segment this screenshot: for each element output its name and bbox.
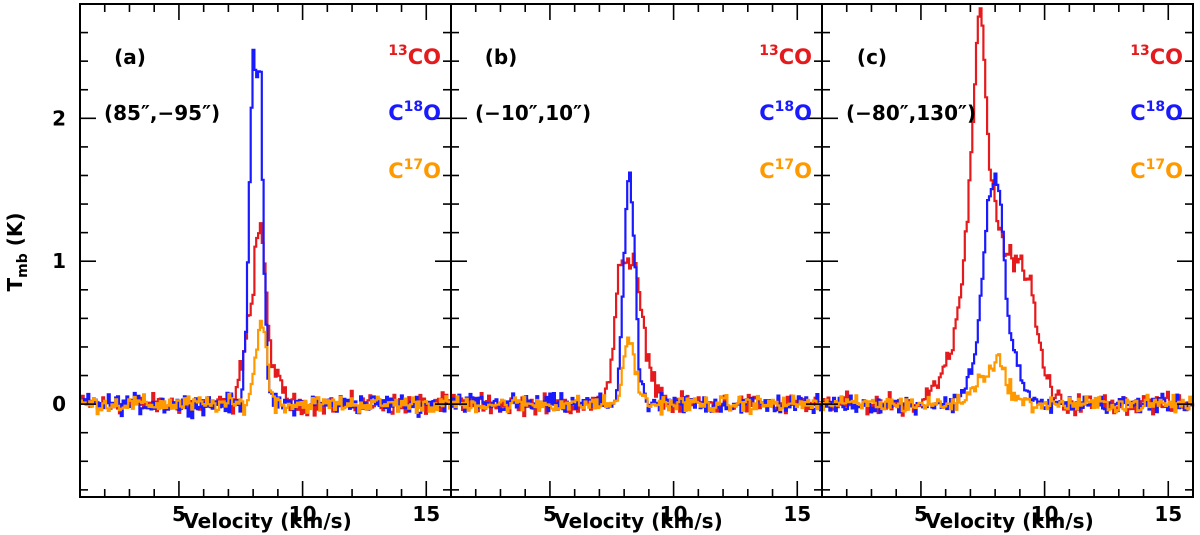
panel-label: (c) bbox=[857, 45, 887, 69]
spectrum-line-c18o bbox=[451, 171, 824, 414]
x-tick-label: 15 bbox=[412, 502, 440, 526]
x-tick-label: 5 bbox=[543, 502, 557, 526]
spectrum-line-c17o bbox=[822, 353, 1195, 414]
x-tick-label: 15 bbox=[783, 502, 811, 526]
spectrum-line-13co bbox=[822, 7, 1195, 417]
panel-label: (a) bbox=[114, 45, 146, 69]
legend-entry-c18o: C18O bbox=[1130, 99, 1183, 125]
legend-entry-c17o: C17O bbox=[759, 157, 812, 183]
panel-b: 5 10 15 Velocity (km/s) (b) (−10″,10″) 13CO C18… bbox=[450, 3, 824, 533]
axis-frame bbox=[79, 3, 452, 498]
x-axis-title: Velocity (km/s) bbox=[925, 509, 1093, 533]
x-tick-label: 10 bbox=[1031, 502, 1059, 526]
y-tick-label: 1 bbox=[52, 249, 66, 273]
spectrum-line-c18o bbox=[822, 172, 1195, 416]
spectrum-line-c18o bbox=[80, 48, 453, 420]
panel-c: 5 10 15 Velocity (km/s) (c) (−80″,130″) 13CO C1… bbox=[821, 3, 1195, 533]
y-tick-label: 0 bbox=[52, 392, 66, 416]
x-tick-label: 5 bbox=[172, 502, 186, 526]
y-axis-title: Tmb (K) bbox=[3, 212, 31, 291]
legend-entry-c17o: C17O bbox=[388, 157, 441, 183]
panel-a: 5 10 15 0 1 2 Velocity (km/s) (a) (85″,−95″) 13CO… bbox=[52, 3, 453, 533]
spectrum-line-c17o bbox=[80, 319, 453, 416]
x-axis-title: Velocity (km/s) bbox=[183, 509, 351, 533]
y-tick-label: 2 bbox=[52, 106, 66, 130]
offset-position-label: (−80″,130″) bbox=[846, 101, 976, 125]
x-tick-label: 10 bbox=[289, 502, 317, 526]
offset-position-label: (−10″,10″) bbox=[475, 101, 591, 125]
legend-entry-c17o: C17O bbox=[1130, 157, 1183, 183]
legend-entry-c18o: C18O bbox=[759, 99, 812, 125]
legend-entry-13co: 13CO bbox=[388, 43, 441, 69]
legend-entry-13co: 13CO bbox=[759, 43, 812, 69]
offset-position-label: (85″,−95″) bbox=[104, 101, 220, 125]
x-tick-label: 5 bbox=[914, 502, 928, 526]
legend-entry-c18o: C18O bbox=[388, 99, 441, 125]
panel-label: (b) bbox=[485, 45, 518, 69]
panels-layer: 5 10 15 0 1 2 Velocity (km/s) (a) (85″,−95″) 13CO… bbox=[52, 3, 1195, 533]
legend-entry-13co: 13CO bbox=[1130, 43, 1183, 69]
x-tick-label: 10 bbox=[660, 502, 688, 526]
x-axis-title: Velocity (km/s) bbox=[554, 509, 722, 533]
spectrum-line-c17o bbox=[451, 336, 824, 416]
axis-frame bbox=[450, 3, 823, 498]
x-tick-label: 15 bbox=[1154, 502, 1182, 526]
axis-frame bbox=[821, 3, 1194, 498]
